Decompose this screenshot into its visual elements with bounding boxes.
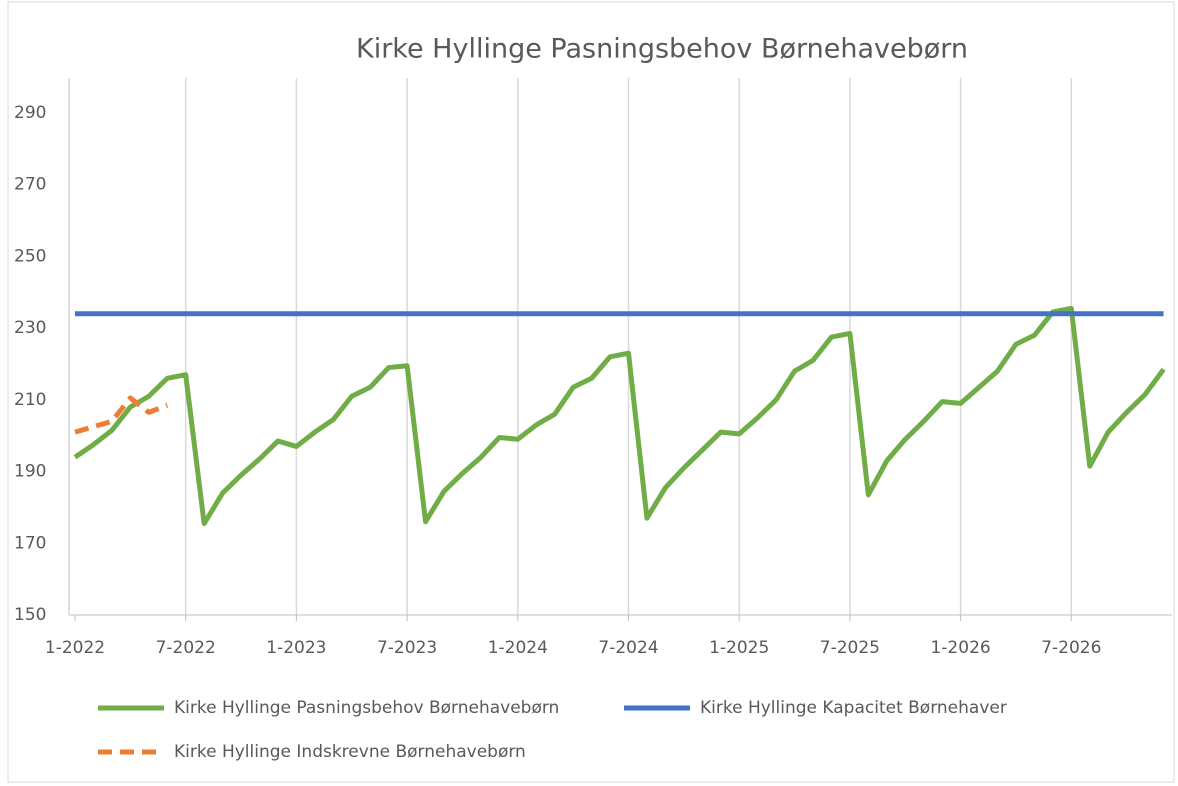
- y-tick-label: 190: [14, 462, 46, 482]
- y-tick-label: 210: [14, 390, 46, 410]
- chart-border: [7, 1, 1175, 783]
- x-tick-label: 1-2025: [709, 638, 769, 658]
- series-line: [74, 395, 169, 435]
- x-tick-label: 7-2026: [1041, 638, 1101, 658]
- y-tick-label: 230: [14, 318, 46, 338]
- legend-label: Kirke Hyllinge Indskrevne Børnehavebørn: [174, 742, 526, 762]
- x-tick-label: 7-2022: [156, 638, 216, 658]
- x-tick-label: 7-2024: [598, 638, 658, 658]
- legend-label: Kirke Hyllinge Kapacitet Børnehaver: [700, 698, 1007, 718]
- x-tick-label: 1-2024: [488, 638, 548, 658]
- y-tick-label: 150: [14, 605, 46, 625]
- y-tick-label: 250: [14, 246, 46, 266]
- x-tick-label: 1-2026: [930, 638, 990, 658]
- x-tick-label: 1-2023: [266, 638, 326, 658]
- legend-label: Kirke Hyllinge Pasningsbehov Børnehavebø…: [174, 698, 559, 718]
- chart-title: Kirke Hyllinge Pasningsbehov Børnehavebø…: [356, 34, 968, 65]
- y-tick-label: 170: [14, 533, 46, 553]
- y-tick-label: 270: [14, 175, 46, 195]
- y-tick-label: 290: [14, 103, 46, 123]
- x-tick-label: 7-2023: [377, 638, 437, 658]
- series-line: [73, 305, 1166, 527]
- x-tick-label: 1-2022: [45, 638, 105, 658]
- x-tick-label: 7-2025: [820, 638, 880, 658]
